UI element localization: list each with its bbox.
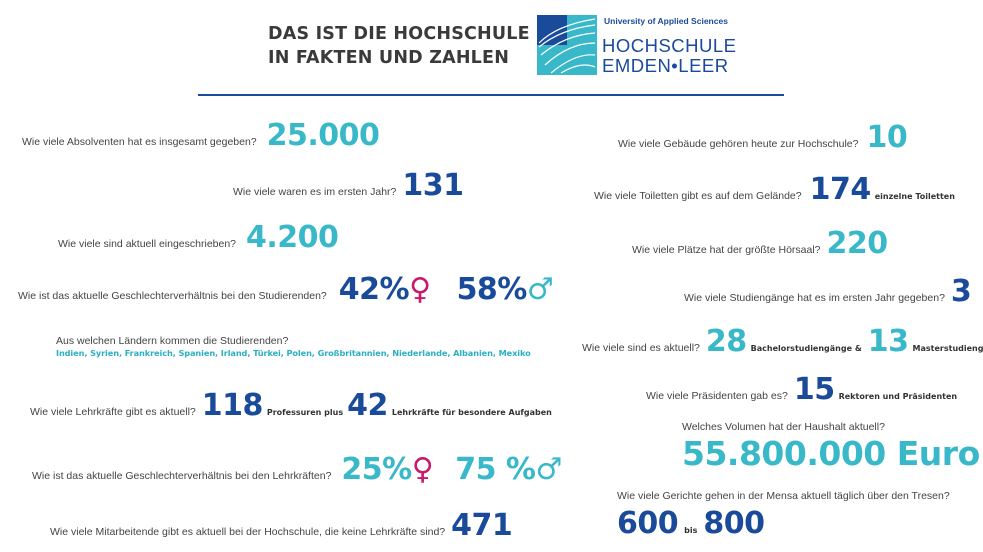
fact-praesidenten: Wie viele Präsidenten gab es? 15 Rektore… <box>646 372 957 407</box>
fact-studiengaenge-erstes-jahr: Wie viele Studiengänge hat es im ersten … <box>684 274 972 309</box>
fact-value: 471 <box>451 508 513 543</box>
fact-value: 4.200 <box>246 220 339 255</box>
header-divider <box>198 94 784 96</box>
page-title-line-1: DAS IST DIE HOCHSCHULE <box>268 24 530 44</box>
hochschule-logo-icon <box>537 15 597 75</box>
question-text: Wie viele sind es aktuell? <box>582 342 700 354</box>
question-text: Wie viele Absolventen hat es insgesamt g… <box>22 136 257 148</box>
fact-mitarbeitende: Wie viele Mitarbeitende gibt es aktuell … <box>50 508 513 543</box>
fact-hoersaal: Wie viele Plätze hat der größte Hörsaal?… <box>632 226 888 261</box>
question-text: Wie ist das aktuelle Geschlechterverhält… <box>32 470 332 482</box>
question-text: Wie viele Studiengänge hat es im ersten … <box>684 292 945 304</box>
haushalt-value: 55.800.000 Euro <box>682 434 980 473</box>
male-percentage: 75 % <box>455 452 536 487</box>
female-percentage: 25% <box>341 452 412 487</box>
female-icon: ♀ <box>409 272 431 307</box>
fact-value-bachelor: 28 <box>705 324 747 359</box>
question-text: Wie viele Toiletten gibt es auf dem Gelä… <box>594 190 802 202</box>
male-icon: ♂ <box>535 452 562 487</box>
male-icon: ♂ <box>526 272 554 307</box>
fact-value-min: 600 <box>617 506 679 541</box>
fact-gebaeude: Wie viele Gebäude gehören heute zur Hoch… <box>618 120 908 155</box>
laender-question: Aus welchen Ländern kommen die Studieren… <box>56 335 289 347</box>
question-text: Wie viele sind aktuell eingeschrieben? <box>58 238 237 250</box>
fact-geschlecht-studierende: Wie ist das aktuelle Geschlechterverhält… <box>18 272 554 307</box>
bis-label: bis <box>684 526 698 535</box>
question-text: Wie viele waren es im ersten Jahr? <box>233 186 397 198</box>
fact-value-lehrkraefte: 42 <box>347 388 388 423</box>
logo-name-line-2: EMDEN•LEER <box>602 55 729 76</box>
fact-lehrkraefte: Wie viele Lehrkräfte gibt es aktuell? 11… <box>30 388 552 423</box>
fact-mensa: 600 bis 800 <box>617 506 765 541</box>
mensa-question: Wie viele Gerichte gehen in der Mensa ak… <box>617 490 950 502</box>
master-label: Masterstudiengänge <box>912 344 983 353</box>
question-text: Wie viele Präsidenten gab es? <box>646 390 788 402</box>
fact-value: 15 <box>793 372 835 407</box>
praesidenten-label: Rektoren und Präsidenten <box>838 392 958 401</box>
fact-geschlecht-lehrkraefte: Wie ist das aktuelle Geschlechterverhält… <box>32 452 562 487</box>
question-text: Wie viele Lehrkräfte gibt es aktuell? <box>30 406 196 418</box>
bachelor-label: Bachelorstudiengänge & <box>750 344 862 353</box>
fact-absolventen: Wie viele Absolventen hat es insgesamt g… <box>22 118 380 153</box>
question-text: Wie viele Mitarbeitende gibt es aktuell … <box>50 526 446 538</box>
logo-name-line-1: HOCHSCHULE <box>602 35 737 56</box>
logo-university-label: University of Applied Sciences <box>604 16 728 26</box>
page-title-line-2: IN FAKTEN UND ZAHLEN <box>268 48 510 68</box>
fact-toiletten: Wie viele Toiletten gibt es auf dem Gelä… <box>594 172 955 207</box>
lehrkraefte-label: Lehrkräfte für besondere Aufgaben <box>391 408 552 417</box>
question-text: Wie ist das aktuelle Geschlechterverhält… <box>18 290 327 302</box>
fact-eingeschrieben: Wie viele sind aktuell eingeschrieben? 4… <box>58 220 339 255</box>
question-text: Wie viele Gebäude gehören heute zur Hoch… <box>618 138 859 150</box>
laender-list: Indien, Syrien, Frankreich, Spanien, Irl… <box>56 348 531 358</box>
male-percentage: 58% <box>456 272 528 307</box>
fact-value: 10 <box>866 120 908 155</box>
female-percentage: 42% <box>338 272 410 307</box>
haushalt-question: Welches Volumen hat der Haushalt aktuell… <box>682 421 885 433</box>
fact-value: 25.000 <box>266 118 380 153</box>
fact-erstes-jahr: Wie viele waren es im ersten Jahr? 131 <box>233 168 464 203</box>
question-text: Wie viele Plätze hat der größte Hörsaal? <box>632 244 821 256</box>
fact-studiengaenge-aktuell: Wie viele sind es aktuell? 28 Bachelorst… <box>582 324 983 359</box>
professuren-label: Professuren plus <box>266 408 344 417</box>
female-icon: ♀ <box>411 452 434 487</box>
fact-value-professuren: 118 <box>201 388 264 423</box>
fact-value: 220 <box>826 226 889 261</box>
fact-value: 131 <box>402 168 464 203</box>
fact-value: 3 <box>950 274 972 309</box>
fact-value-max: 800 <box>703 506 765 541</box>
fact-value: 174 <box>809 172 872 207</box>
toiletten-label: einzelne Toiletten <box>874 192 955 201</box>
fact-value-master: 13 <box>867 324 909 359</box>
